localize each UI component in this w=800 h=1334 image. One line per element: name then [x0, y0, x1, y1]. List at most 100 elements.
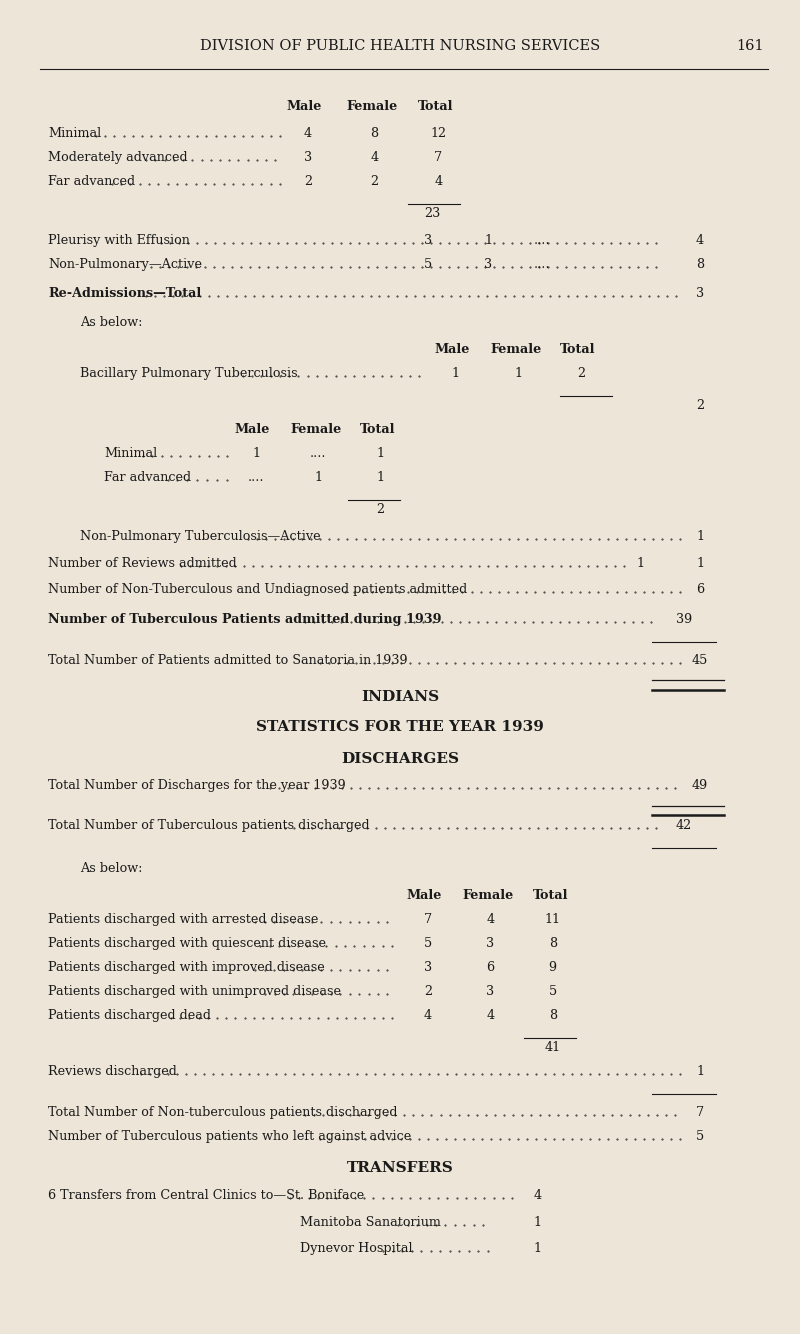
Text: Non-Pulmonary—Active: Non-Pulmonary—Active: [48, 257, 202, 271]
Text: 3: 3: [486, 936, 494, 950]
Text: 1: 1: [696, 556, 704, 570]
Text: 1: 1: [484, 233, 492, 247]
Text: ....: ....: [534, 257, 550, 271]
Text: 41: 41: [545, 1041, 561, 1054]
Text: Minimal: Minimal: [104, 447, 158, 460]
Text: Patients discharged with improved disease: Patients discharged with improved diseas…: [48, 960, 325, 974]
Text: As below:: As below:: [80, 316, 142, 329]
Text: Patients discharged with arrested disease: Patients discharged with arrested diseas…: [48, 912, 318, 926]
Text: Female: Female: [346, 100, 398, 113]
Text: 8: 8: [370, 127, 378, 140]
Text: Reviews discharged: Reviews discharged: [48, 1065, 177, 1078]
Text: 2: 2: [370, 175, 378, 188]
Text: Far advanced: Far advanced: [48, 175, 135, 188]
Text: 4: 4: [486, 912, 494, 926]
Text: Non-Pulmonary Tuberculosis—Active: Non-Pulmonary Tuberculosis—Active: [80, 530, 321, 543]
Text: 2: 2: [424, 984, 432, 998]
Text: 1: 1: [376, 471, 384, 484]
Text: 49: 49: [692, 779, 708, 792]
Text: Female: Female: [462, 888, 514, 902]
Text: Dynevor Hospital: Dynevor Hospital: [300, 1242, 413, 1255]
Text: 1: 1: [376, 447, 384, 460]
Text: 3: 3: [484, 257, 492, 271]
Text: 1: 1: [452, 367, 460, 380]
Text: 5: 5: [424, 936, 432, 950]
Text: 1: 1: [514, 367, 522, 380]
Text: 1: 1: [696, 530, 704, 543]
Text: 1: 1: [696, 1065, 704, 1078]
Text: 1: 1: [534, 1242, 542, 1255]
Text: 3: 3: [696, 287, 704, 300]
Text: Pleurisy with Effusion: Pleurisy with Effusion: [48, 233, 190, 247]
Text: 4: 4: [434, 175, 442, 188]
Text: 6 Transfers from Central Clinics to—St. Boniface: 6 Transfers from Central Clinics to—St. …: [48, 1189, 364, 1202]
Text: 1: 1: [534, 1215, 542, 1229]
Text: 7: 7: [696, 1106, 704, 1119]
Text: 4: 4: [534, 1189, 542, 1202]
Text: 3: 3: [424, 960, 432, 974]
Text: STATISTICS FOR THE YEAR 1939: STATISTICS FOR THE YEAR 1939: [256, 720, 544, 734]
Text: 5: 5: [549, 984, 557, 998]
Text: 8: 8: [549, 1009, 557, 1022]
Text: 1: 1: [636, 556, 644, 570]
Text: Total: Total: [418, 100, 454, 113]
Text: Total: Total: [560, 343, 595, 356]
Text: Number of Tuberculous Patients admitted during 1939: Number of Tuberculous Patients admitted …: [48, 612, 442, 626]
Text: 11: 11: [545, 912, 561, 926]
Text: Patients discharged with quiescent disease: Patients discharged with quiescent disea…: [48, 936, 326, 950]
Text: Far advanced: Far advanced: [104, 471, 191, 484]
Text: INDIANS: INDIANS: [361, 691, 439, 704]
Text: Minimal: Minimal: [48, 127, 102, 140]
Text: ....: ....: [534, 233, 550, 247]
Text: TRANSFERS: TRANSFERS: [346, 1162, 454, 1175]
Text: Moderately advanced: Moderately advanced: [48, 151, 188, 164]
Text: DISCHARGES: DISCHARGES: [341, 752, 459, 766]
Text: Female: Female: [290, 423, 342, 436]
Text: Number of Reviews admitted: Number of Reviews admitted: [48, 556, 237, 570]
Text: Re-Admissions—Total: Re-Admissions—Total: [48, 287, 202, 300]
Text: 4: 4: [370, 151, 378, 164]
Text: Total Number of Patients admitted to Sanatoria in 1939: Total Number of Patients admitted to San…: [48, 654, 408, 667]
Text: ....: ....: [310, 447, 326, 460]
Text: Male: Male: [434, 343, 470, 356]
Text: Bacillary Pulmonary Tuberculosis: Bacillary Pulmonary Tuberculosis: [80, 367, 298, 380]
Text: 4: 4: [696, 233, 704, 247]
Text: 8: 8: [696, 257, 704, 271]
Text: 12: 12: [430, 127, 446, 140]
Text: ....: ....: [248, 471, 264, 484]
Text: Total Number of Non-tuberculous patients discharged: Total Number of Non-tuberculous patients…: [48, 1106, 398, 1119]
Text: Number of Tuberculous patients who left against advice: Number of Tuberculous patients who left …: [48, 1130, 411, 1143]
Text: 3: 3: [424, 233, 432, 247]
Text: 1: 1: [252, 447, 260, 460]
Text: 39: 39: [676, 612, 692, 626]
Text: Total: Total: [360, 423, 395, 436]
Text: 4: 4: [424, 1009, 432, 1022]
Text: 6: 6: [696, 583, 704, 596]
Text: 1: 1: [314, 471, 322, 484]
Text: DIVISION OF PUBLIC HEALTH NURSING SERVICES: DIVISION OF PUBLIC HEALTH NURSING SERVIC…: [200, 40, 600, 53]
Text: 8: 8: [549, 936, 557, 950]
Text: 5: 5: [424, 257, 432, 271]
Text: 5: 5: [696, 1130, 704, 1143]
Text: 4: 4: [486, 1009, 494, 1022]
Text: 3: 3: [486, 984, 494, 998]
Text: Male: Male: [234, 423, 270, 436]
Text: 7: 7: [424, 912, 432, 926]
Text: Number of Non-Tuberculous and Undiagnosed patients admitted: Number of Non-Tuberculous and Undiagnose…: [48, 583, 467, 596]
Text: 6: 6: [486, 960, 494, 974]
Text: 7: 7: [434, 151, 442, 164]
Text: Patients discharged with unimproved disease: Patients discharged with unimproved dise…: [48, 984, 341, 998]
Text: 2: 2: [577, 367, 585, 380]
Text: Total Number of Tuberculous patients discharged: Total Number of Tuberculous patients dis…: [48, 819, 370, 832]
Text: Patients discharged dead: Patients discharged dead: [48, 1009, 211, 1022]
Text: Manitoba Sanatorium: Manitoba Sanatorium: [300, 1215, 441, 1229]
Text: 2: 2: [304, 175, 312, 188]
Text: Total Number of Discharges for the year 1939: Total Number of Discharges for the year …: [48, 779, 346, 792]
Text: 3: 3: [304, 151, 312, 164]
Text: Total: Total: [533, 888, 568, 902]
Text: As below:: As below:: [80, 862, 142, 875]
Text: 23: 23: [424, 207, 440, 220]
Text: Female: Female: [490, 343, 542, 356]
Text: 42: 42: [676, 819, 692, 832]
Text: 4: 4: [304, 127, 312, 140]
